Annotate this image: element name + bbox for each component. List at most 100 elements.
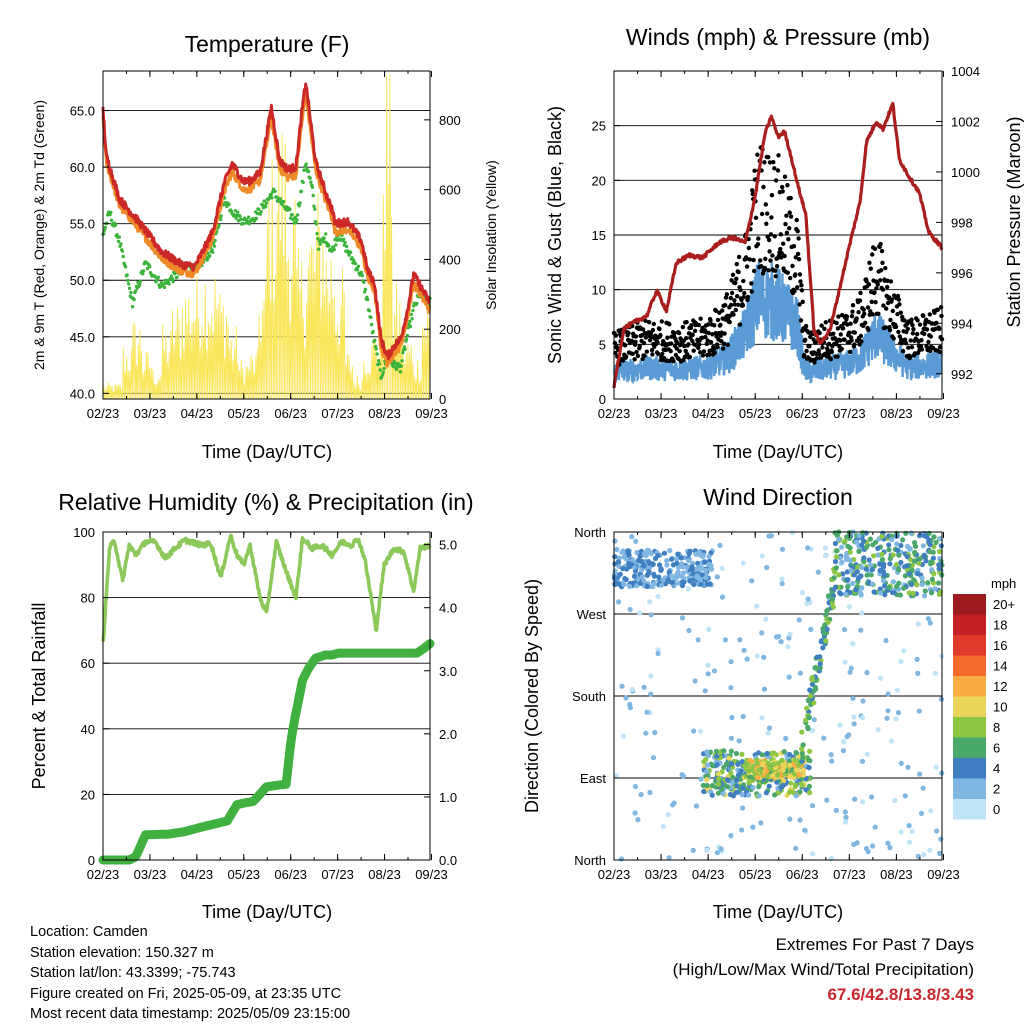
gust-point (700, 353, 706, 358)
gust-point (895, 293, 901, 299)
wind-direction-point (759, 630, 765, 636)
gust-point (720, 308, 725, 313)
wind-direction-point (778, 639, 784, 645)
wind-direction-point (832, 569, 838, 575)
wind-direction-point (851, 572, 858, 578)
wind-direction-point (877, 568, 883, 574)
humidity-grid (103, 597, 430, 795)
wind-direction-point (831, 575, 837, 581)
gust-point (706, 322, 711, 327)
gust-point (691, 348, 696, 353)
dewpoint-point (280, 202, 284, 207)
wind-direction-point (894, 541, 900, 547)
dewpoint-point (373, 338, 377, 343)
wind-direction-point (646, 568, 652, 575)
wind-direction-point (780, 767, 786, 773)
dewpoint-point (409, 312, 413, 317)
gust-point (658, 332, 663, 338)
wind-direction-point (841, 739, 847, 745)
wind-direction-point (832, 558, 839, 565)
wind-direction-point (809, 674, 815, 681)
gust-point (804, 348, 809, 354)
dewpoint-point (141, 272, 145, 276)
y2-tick-label: 800 (439, 113, 461, 128)
dewpoint-point (156, 275, 160, 279)
wind-direction-point (900, 537, 906, 543)
wind-direction-point (652, 730, 658, 736)
wind-direction-point (852, 796, 858, 802)
wind-direction-point (797, 789, 803, 795)
wind-direction-point (647, 789, 653, 796)
x-tick-label: 02/23 (87, 406, 120, 421)
dewpoint-point (213, 238, 217, 243)
gust-point (863, 320, 868, 325)
y-tick-label: 10 (592, 283, 606, 298)
gust-point (880, 287, 886, 292)
wind-direction-point (710, 763, 716, 769)
wind-direction-point (839, 559, 845, 565)
wind-direction-point (706, 626, 712, 633)
wind-direction-point (651, 573, 658, 579)
dewpoint-point (269, 192, 273, 197)
wind-direction-point (902, 573, 909, 579)
gust-point (890, 308, 895, 314)
gust-point (668, 349, 673, 354)
wind-direction-point (679, 615, 686, 621)
wind-direction-point (736, 738, 742, 744)
gust-point (736, 302, 741, 307)
wind-direction-point (936, 580, 942, 586)
wind-direction-point (906, 823, 912, 829)
wind-direction-point (905, 764, 911, 770)
wind-direction-point (715, 790, 722, 796)
wind-direction-point (744, 656, 750, 662)
wind-direction-point (803, 787, 809, 793)
wind-direction-point (658, 582, 665, 588)
dewpoint-point (343, 240, 347, 245)
dewpoint-point (377, 362, 382, 366)
wind-direction-point (763, 616, 769, 622)
wind-direction-point (824, 626, 830, 632)
wind-direction-point (766, 783, 772, 789)
dewpoint-point (138, 279, 143, 283)
wind-direction-point (765, 773, 771, 779)
dewpoint-point (312, 204, 316, 208)
x-tick-label: 04/23 (181, 867, 214, 882)
gust-point (791, 244, 797, 249)
wind-direction-point (937, 850, 943, 857)
gust-point (774, 264, 780, 269)
wind-direction-point (817, 661, 823, 667)
x-tick-label: 07/23 (321, 867, 354, 882)
gust-point (773, 268, 778, 273)
dewpoint-point (400, 359, 404, 363)
gust-point (623, 343, 628, 348)
dewpoint-point (132, 297, 136, 302)
station-info: Location: Camden Station elevation: 150.… (30, 922, 350, 1025)
wind-direction-point (725, 784, 731, 790)
legend-swatch (953, 614, 986, 635)
x-tick-label: 09/23 (415, 867, 448, 882)
wind-direction-point (728, 685, 734, 691)
wind-direction-point (754, 653, 760, 659)
wind-direction-point (927, 847, 933, 854)
dewpoint-point (288, 207, 292, 212)
dewpoint-point (411, 308, 415, 313)
gust-point (715, 344, 720, 350)
wind-direction-point (795, 762, 801, 768)
wind-direction-point (896, 552, 902, 558)
wind-direction-point (669, 579, 676, 586)
gust-point (624, 354, 629, 359)
wind-direction-point (627, 701, 633, 708)
wind-direction-point (714, 850, 721, 856)
temperature-y2-label: Solar Insolation (Yellow) (483, 160, 499, 310)
gust-point (755, 242, 761, 247)
y2-tick-label: 1.0 (439, 790, 457, 805)
wind-direction-point (864, 670, 870, 676)
wind-direction-point (647, 599, 653, 605)
gust-point (711, 346, 716, 352)
gust-point (919, 338, 924, 343)
wind-direction-point (853, 587, 859, 593)
winds-y2-label: Station Pressure (Maroon) (1004, 116, 1024, 327)
gust-point (733, 280, 738, 286)
dewpoint-point (137, 282, 142, 287)
dewpoint-point (327, 244, 331, 248)
